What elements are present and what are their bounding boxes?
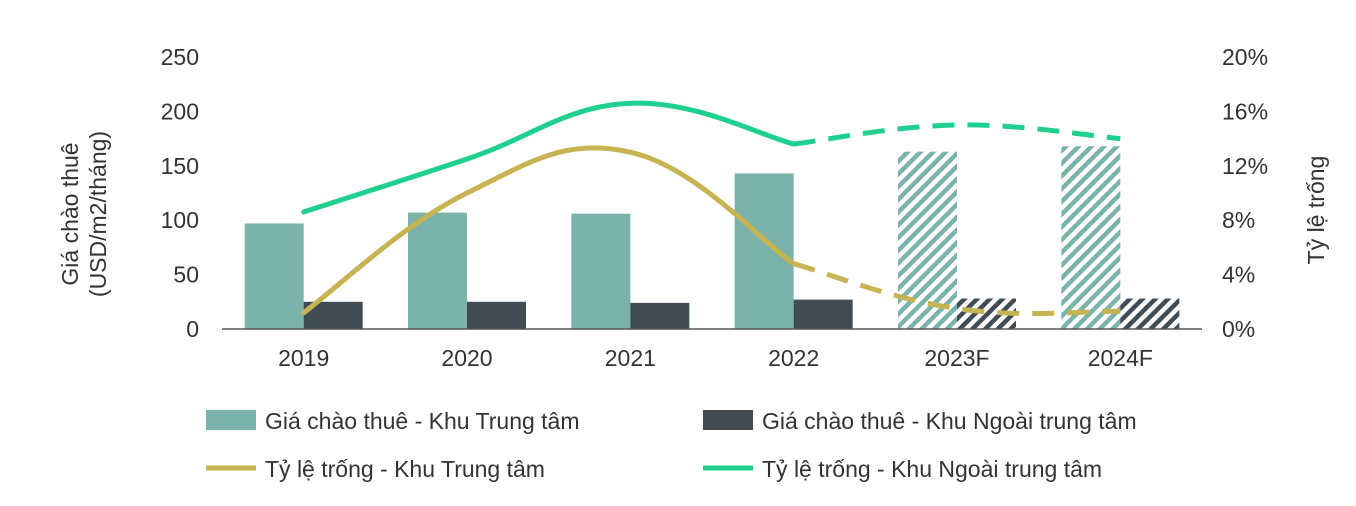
x-tick-label: 2022 [768,345,819,371]
y-right-tick-label: 4% [1222,262,1255,288]
y-left-tick-label: 100 [161,207,199,233]
bar-central-rent [1061,146,1121,329]
x-tick-label: 2023F [924,345,989,371]
bar-central-rent [734,173,794,329]
y-left-tick-label: 50 [173,262,199,288]
legend-label-central-vacancy: Tỷ lệ trống - Khu Trung tâm [265,456,545,482]
lines-group [301,100,1121,317]
legend-swatch-outer-rent [703,410,753,430]
line-outer-vacancy-actual [301,100,797,215]
x-axis-ticks: 2019 2020 2021 2022 2023F 2024F [278,345,1153,371]
y-axis-left-ticks: 0 50 100 150 200 250 [161,44,199,342]
x-tick-label: 2019 [278,345,329,371]
y-axis-left-title-line1: Giá chào thuê [57,142,83,285]
line-central-vacancy-actual [301,145,797,316]
y-left-tick-label: 150 [161,153,199,179]
legend-item-outer-rent: Giá chào thuê - Khu Ngoài trung tâm [703,408,1137,434]
y-right-tick-label: 20% [1222,44,1268,70]
legend-item-central-vacancy: Tỷ lệ trống - Khu Trung tâm [206,456,545,482]
y-left-tick-label: 250 [161,44,199,70]
bar-central-rent [898,151,957,329]
y-right-tick-label: 8% [1222,207,1255,233]
bar-central-rent [408,212,467,329]
x-tick-label: 2021 [605,345,656,371]
legend-swatch-central-rent [206,410,256,430]
bar-outer-rent [467,301,526,329]
bars-group [244,146,1180,329]
legend-label-central-rent: Giá chào thuê - Khu Trung tâm [265,408,580,434]
legend-item-central-rent: Giá chào thuê - Khu Trung tâm [206,408,580,434]
bar-central-rent [571,213,631,329]
x-tick-label: 2024F [1088,345,1153,371]
legend-label-outer-vacancy: Tỷ lệ trống - Khu Ngoài trung tâm [762,456,1102,482]
y-right-tick-label: 12% [1222,153,1268,179]
y-axis-right-ticks: 0% 4% 8% 12% 16% 20% [1222,44,1268,342]
legend-item-outer-vacancy: Tỷ lệ trống - Khu Ngoài trung tâm [703,456,1102,482]
bar-central-rent [244,223,304,329]
bar-outer-rent [1120,298,1180,329]
legend: Giá chào thuê - Khu Trung tâm Giá chào t… [206,408,1137,482]
y-axis-left-title-line2: (USD/m2/tháng) [85,131,111,297]
legend-label-outer-rent: Giá chào thuê - Khu Ngoài trung tâm [762,408,1137,434]
x-tick-label: 2020 [441,345,492,371]
y-right-tick-label: 0% [1222,316,1255,342]
y-left-tick-label: 200 [161,98,199,124]
bar-outer-rent [793,299,853,329]
y-right-tick-label: 16% [1222,98,1268,124]
y-left-tick-label: 0 [186,316,199,342]
y-axis-right-title: Tỷ lệ trống [1303,156,1329,265]
bar-outer-rent [630,302,690,329]
line-outer-vacancy-forecast [793,122,1121,147]
line-central-vacancy-forecast [793,261,1121,317]
